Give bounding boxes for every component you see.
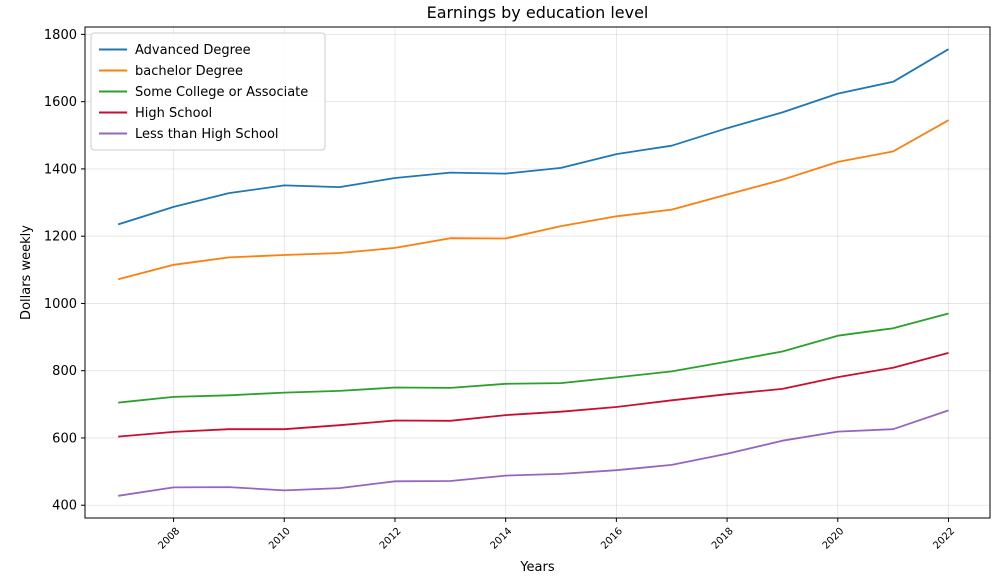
y-tick-label: 600 xyxy=(52,431,77,446)
legend-label: bachelor Degree xyxy=(135,64,243,79)
series-line-0 xyxy=(117,48,949,226)
legend-label: Some College or Associate xyxy=(135,85,308,100)
legend: Advanced Degree bachelor Degree Some Colle… xyxy=(90,32,326,151)
y-tick-label: 1200 xyxy=(44,230,77,245)
series-line-4 xyxy=(118,409,949,497)
chart-title: Earnings by education level xyxy=(427,3,649,22)
legend-box xyxy=(90,32,326,151)
series-line-3 xyxy=(118,352,949,438)
legend-label: Less than High School xyxy=(135,127,279,142)
x-axis-label: Years xyxy=(519,560,555,575)
y-tick-label: 800 xyxy=(52,364,77,379)
y-tick-label: 1800 xyxy=(44,28,77,43)
y-axis-label: Dollars weekly xyxy=(19,225,34,320)
y-tick-label: 1000 xyxy=(44,297,77,312)
plot-frame xyxy=(84,26,991,519)
y-tick-label: 400 xyxy=(52,499,77,514)
y-tick-label: 1400 xyxy=(44,162,77,177)
legend-label: Advanced Degree xyxy=(135,43,251,58)
series-line-2 xyxy=(118,312,949,404)
legend-label: High School xyxy=(135,106,212,121)
series-line-1 xyxy=(117,119,949,281)
series-lines xyxy=(117,48,949,497)
y-tick-label: 1600 xyxy=(44,95,77,110)
